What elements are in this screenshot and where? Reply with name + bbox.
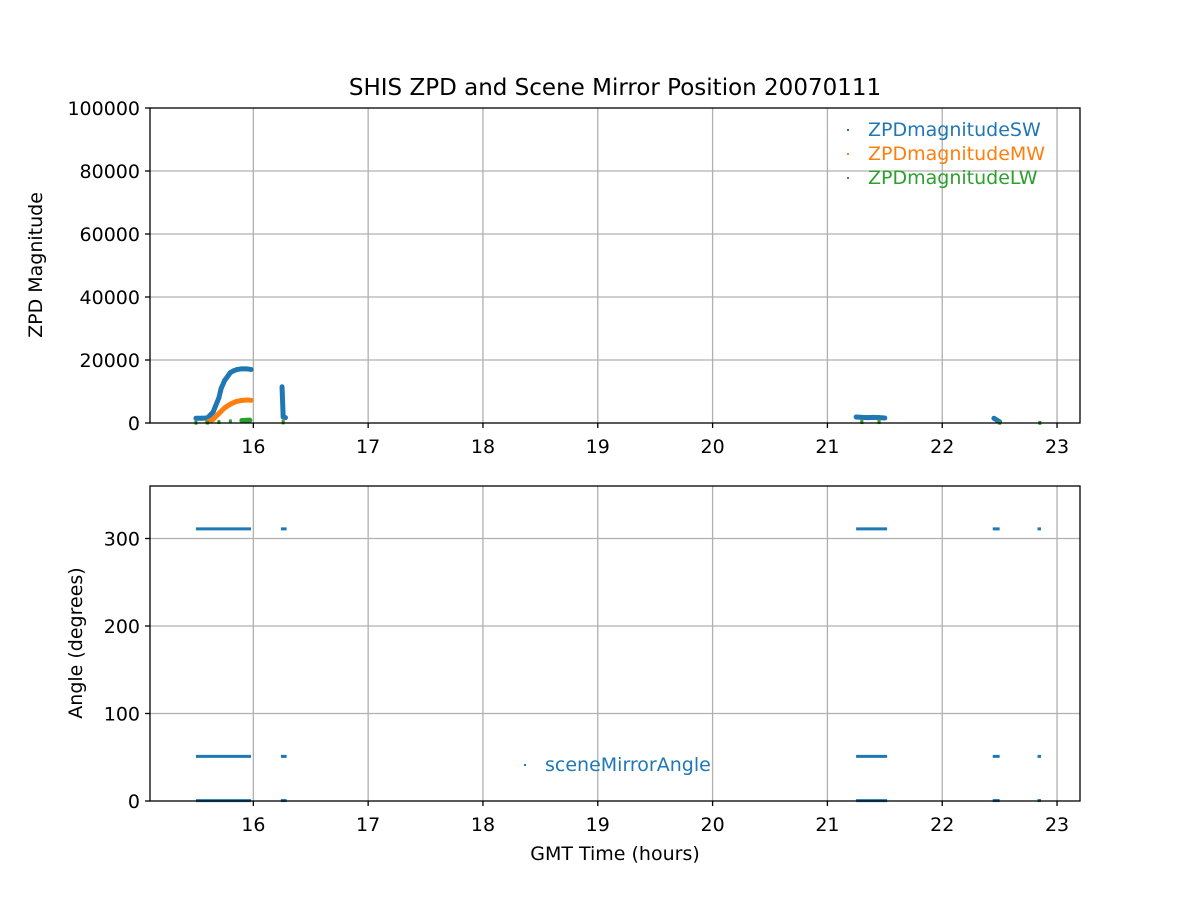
y-tick-label: 60000	[80, 224, 140, 246]
x-tick-label: 19	[586, 436, 610, 458]
x-tick-label: 16	[241, 814, 265, 836]
data-point	[877, 420, 881, 425]
x-axis-label: GMT Time (hours)	[530, 843, 700, 865]
x-tick-label: 23	[1045, 436, 1069, 458]
zpd-y-axis-label: ZPD Magnitude	[25, 192, 47, 338]
y-tick-label: 80000	[80, 161, 140, 183]
x-tick-label: 17	[356, 436, 380, 458]
x-tick-label: 22	[930, 814, 954, 836]
y-tick-label: 300	[104, 529, 140, 551]
legend-label: sceneMirrorAngle	[545, 754, 711, 776]
data-point	[228, 419, 232, 424]
data-point	[217, 420, 221, 425]
series-ZPDmagnitudeSW	[193, 366, 1003, 425]
y-tick-label: 20000	[80, 350, 140, 372]
angle-y-ticks: 0 100 200 300	[104, 529, 150, 813]
x-tick-label: 23	[1045, 814, 1069, 836]
zpd-data-points	[193, 366, 1042, 425]
y-tick-label: 0	[128, 791, 140, 813]
zpd-plot-frame	[149, 107, 1081, 424]
angle-legend: sceneMirrorAngle	[524, 754, 711, 776]
angle-y-axis-label: Angle (degrees)	[65, 567, 87, 718]
angle-grid	[150, 486, 1080, 801]
legend-marker	[524, 764, 526, 766]
angle-plot-frame	[149, 485, 1081, 802]
y-tick-label: 100	[104, 704, 140, 726]
zpd-grid	[150, 108, 1080, 423]
angle-x-ticks: 16 17 18 19 20 21 22 23	[241, 801, 1069, 836]
legend-marker	[847, 129, 849, 131]
x-tick-label: 19	[586, 814, 610, 836]
x-tick-label: 20	[700, 436, 724, 458]
y-tick-label: 200	[104, 616, 140, 638]
legend-marker	[847, 153, 849, 155]
x-tick-label: 21	[815, 814, 839, 836]
y-tick-label: 100000	[67, 98, 140, 120]
x-tick-label: 18	[471, 436, 495, 458]
data-point	[860, 420, 864, 425]
x-tick-label: 20	[700, 814, 724, 836]
zpd-y-ticks: 0 20000 40000 60000 80000 100000	[67, 98, 150, 435]
legend-marker	[847, 177, 849, 179]
point-cluster	[279, 384, 286, 420]
legend-label: ZPDmagnitudeMW	[868, 143, 1045, 165]
zpd-x-ticks: 16 17 18 19 20 21 22 23	[241, 423, 1069, 458]
x-tick-label: 17	[356, 814, 380, 836]
legend-label: ZPDmagnitudeSW	[868, 119, 1041, 141]
chart-title: SHIS ZPD and Scene Mirror Position 20070…	[349, 75, 881, 101]
x-tick-label: 18	[471, 814, 495, 836]
zpd-legend: ZPDmagnitudeSWZPDmagnitudeMWZPDmagnitude…	[847, 119, 1045, 189]
y-tick-label: 0	[128, 413, 140, 435]
y-tick-label: 40000	[80, 287, 140, 309]
point-cluster	[243, 366, 254, 372]
point-cluster	[210, 395, 222, 415]
scene-mirror-angle-plot: 16 17 18 19 20 21 22 23 0 100 200 300 Angle (degre…	[65, 485, 1081, 865]
x-tick-label: 16	[241, 436, 265, 458]
x-tick-label: 22	[930, 436, 954, 458]
x-tick-label: 21	[815, 436, 839, 458]
zpd-magnitude-plot: 16 17 18 19 20 21 22 23 0 20000 40000 60000 80000 10…	[25, 98, 1081, 458]
legend-label: ZPDmagnitudeLW	[868, 167, 1038, 189]
